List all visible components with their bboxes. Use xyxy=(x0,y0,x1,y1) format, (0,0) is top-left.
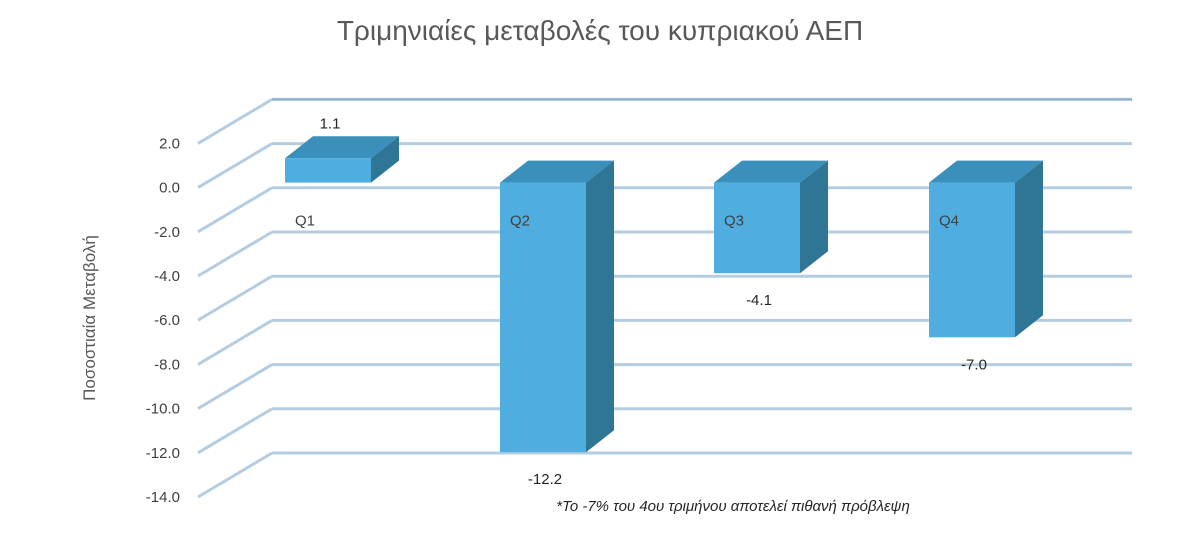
bar-front-face xyxy=(714,182,800,274)
bar-q4 xyxy=(929,160,1043,338)
forecast-note: *Το -7% του 4ου τριμήνου αποτελεί πιθανή… xyxy=(556,498,910,515)
bar-top-face xyxy=(285,136,399,159)
labels: Q1 1.1 Q2 -12.2 Q3 -4.1 Q4 -7.0 xyxy=(295,115,987,488)
gridline-diagonal xyxy=(197,142,273,189)
bar-q1 xyxy=(285,136,399,183)
y-axis-ticks: 2.0 0.0 -2.0 -4.0 -6.0 -8.0 -10.0 -12.0 -14.0 xyxy=(146,135,180,506)
bar-side-face xyxy=(800,160,828,274)
data-label: -4.1 xyxy=(746,292,772,309)
bar-side-face xyxy=(1015,160,1043,338)
data-label: -12.2 xyxy=(528,471,562,488)
bar-top-face xyxy=(500,160,614,183)
y-tick-label: -4.0 xyxy=(154,268,180,285)
chart-title: Τριμηνιαίες μεταβολές του κυπριακού ΑΕΠ xyxy=(337,15,863,46)
y-tick-label: 2.0 xyxy=(159,135,180,152)
gridline-diagonal xyxy=(197,274,273,322)
bar-top-face xyxy=(714,160,828,183)
data-label: -7.0 xyxy=(961,356,987,373)
y-tick-label: -2.0 xyxy=(154,224,180,241)
gridline-diagonal xyxy=(197,319,273,366)
bar-q2 xyxy=(500,160,614,453)
gridline-diagonal xyxy=(197,451,273,499)
category-label: Q3 xyxy=(724,213,744,230)
y-axis-label: Ποσοστιαία Μεταβολή xyxy=(80,235,99,401)
bar-front-face xyxy=(500,182,586,453)
bars xyxy=(285,136,1043,453)
category-label: Q4 xyxy=(939,213,959,230)
bar-front-face xyxy=(929,182,1015,338)
bar-side-face xyxy=(371,136,399,183)
gridline-diagonal xyxy=(197,230,273,278)
y-tick-label: -14.0 xyxy=(146,489,180,506)
bar-side-face xyxy=(586,160,614,453)
y-tick-label: 0.0 xyxy=(159,180,180,197)
bar-top-face xyxy=(929,160,1043,183)
y-tick-label: -12.0 xyxy=(146,445,180,462)
data-label: 1.1 xyxy=(320,115,341,132)
y-tick-label: -8.0 xyxy=(154,356,180,373)
category-label: Q1 xyxy=(295,213,315,230)
y-tick-label: -6.0 xyxy=(154,312,180,329)
gridline-diagonal xyxy=(197,363,273,410)
y-tick-label: -10.0 xyxy=(146,401,180,418)
bar-q3 xyxy=(714,160,828,274)
gridline-diagonal xyxy=(197,98,273,145)
gridline-diagonal xyxy=(197,186,273,234)
bar-front-face xyxy=(285,158,371,183)
category-label: Q2 xyxy=(510,213,530,230)
gridline-diagonal xyxy=(197,407,273,455)
